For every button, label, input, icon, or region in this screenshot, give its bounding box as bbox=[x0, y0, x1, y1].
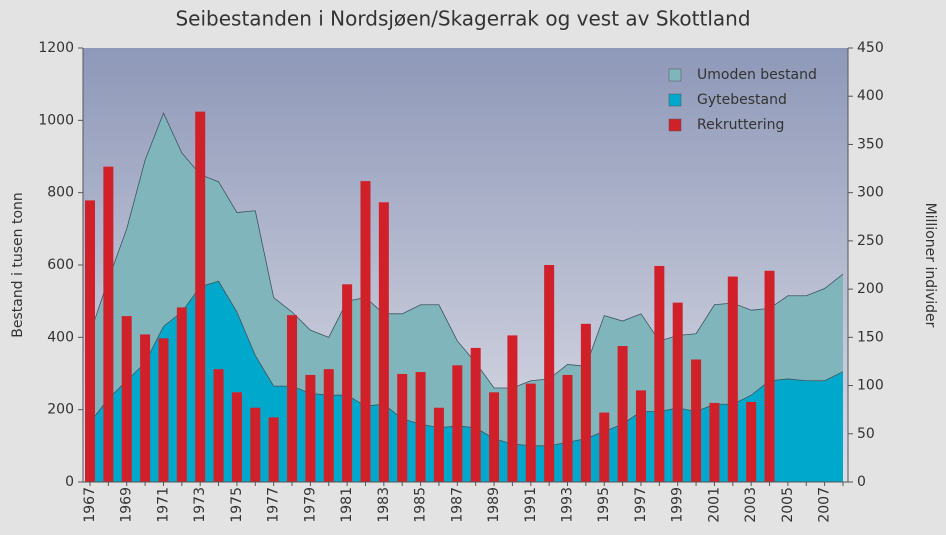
x-tick-label: 1995 bbox=[596, 487, 612, 523]
x-tick-label: 1991 bbox=[523, 487, 539, 523]
legend-swatch bbox=[668, 118, 682, 132]
bar bbox=[250, 407, 261, 482]
bar bbox=[635, 390, 646, 482]
bar bbox=[489, 392, 500, 482]
x-tick-label: 1983 bbox=[376, 487, 392, 523]
bar bbox=[287, 315, 298, 482]
x-tick-label: 1985 bbox=[413, 487, 429, 523]
x-tick-label: 2003 bbox=[743, 487, 759, 523]
bar bbox=[195, 111, 206, 483]
y2-tick-label: 200 bbox=[857, 281, 884, 297]
y2-axis-label: Millioner individer bbox=[922, 203, 938, 328]
legend-label: Rekruttering bbox=[697, 117, 784, 133]
x-tick-label: 1971 bbox=[155, 487, 171, 523]
y2-tick-label: 100 bbox=[857, 378, 884, 394]
legend-label: Gytebestand bbox=[697, 92, 787, 108]
bar bbox=[507, 335, 518, 482]
bar bbox=[397, 373, 408, 482]
x-tick-label: 1975 bbox=[229, 487, 245, 523]
y2-tick-label: 50 bbox=[857, 426, 875, 442]
x-tick-label: 1967 bbox=[82, 487, 98, 523]
bar bbox=[525, 383, 536, 482]
y-tick-label: 400 bbox=[47, 329, 74, 345]
y-axis-label: Bestand i tusen tonn bbox=[10, 192, 26, 338]
y2-tick-label: 0 bbox=[857, 474, 866, 490]
bar bbox=[85, 200, 95, 483]
bar bbox=[268, 417, 279, 482]
y2-tick-label: 450 bbox=[857, 40, 884, 56]
bar bbox=[415, 372, 426, 482]
bar bbox=[213, 369, 224, 482]
bar bbox=[140, 334, 151, 482]
x-tick-label: 1979 bbox=[302, 487, 318, 523]
bar bbox=[342, 284, 353, 482]
bar bbox=[323, 369, 334, 482]
y2-tick-label: 400 bbox=[857, 88, 884, 104]
y-tick-label: 0 bbox=[65, 474, 74, 490]
y2-tick-label: 150 bbox=[857, 329, 884, 345]
bar bbox=[562, 374, 573, 482]
bar bbox=[231, 392, 242, 482]
bar bbox=[746, 401, 757, 482]
bar bbox=[360, 181, 371, 483]
y-tick-label: 200 bbox=[47, 402, 74, 418]
y-tick-label: 800 bbox=[47, 185, 74, 201]
y2-tick-label: 350 bbox=[857, 136, 884, 152]
y-tick-label: 600 bbox=[47, 257, 74, 273]
bar bbox=[599, 412, 610, 482]
x-tick-label: 1999 bbox=[670, 487, 686, 523]
bar bbox=[305, 374, 316, 482]
x-tick-label: 1981 bbox=[339, 487, 355, 523]
x-tick-label: 2005 bbox=[780, 487, 796, 523]
bar bbox=[176, 307, 187, 482]
bar bbox=[121, 316, 132, 482]
bar bbox=[158, 338, 169, 482]
legend-swatch bbox=[668, 93, 682, 107]
bar bbox=[378, 202, 389, 483]
y-tick-label: 1200 bbox=[38, 40, 74, 56]
y-tick-label: 1000 bbox=[38, 112, 74, 128]
x-tick-label: 2007 bbox=[817, 487, 833, 523]
x-tick-label: 2001 bbox=[706, 487, 722, 523]
y2-tick-label: 300 bbox=[857, 185, 884, 201]
x-tick-label: 1987 bbox=[449, 487, 465, 523]
bar bbox=[617, 346, 628, 482]
bar bbox=[727, 276, 738, 482]
y2-tick-label: 250 bbox=[857, 233, 884, 249]
bar bbox=[452, 365, 463, 482]
legend-label: Umoden bestand bbox=[697, 67, 817, 83]
bar bbox=[470, 347, 481, 482]
bar bbox=[544, 265, 555, 482]
legend-swatch bbox=[668, 68, 682, 82]
x-tick-label: 1973 bbox=[192, 487, 208, 523]
bar bbox=[654, 265, 665, 482]
x-tick-label: 1977 bbox=[266, 487, 282, 523]
x-tick-label: 1989 bbox=[486, 487, 502, 523]
bar bbox=[103, 166, 114, 483]
chart-title: Seibestanden i Nordsjøen/Skagerrak og ve… bbox=[175, 7, 750, 31]
x-tick-label: 1993 bbox=[560, 487, 576, 523]
bar bbox=[764, 270, 775, 482]
x-tick-label: 1997 bbox=[633, 487, 649, 523]
bar bbox=[672, 302, 683, 482]
bar bbox=[580, 323, 591, 482]
x-tick-label: 1969 bbox=[119, 487, 135, 523]
bar bbox=[709, 402, 720, 482]
bar bbox=[433, 407, 444, 482]
area-line bbox=[89, 112, 844, 389]
bar bbox=[691, 359, 702, 482]
